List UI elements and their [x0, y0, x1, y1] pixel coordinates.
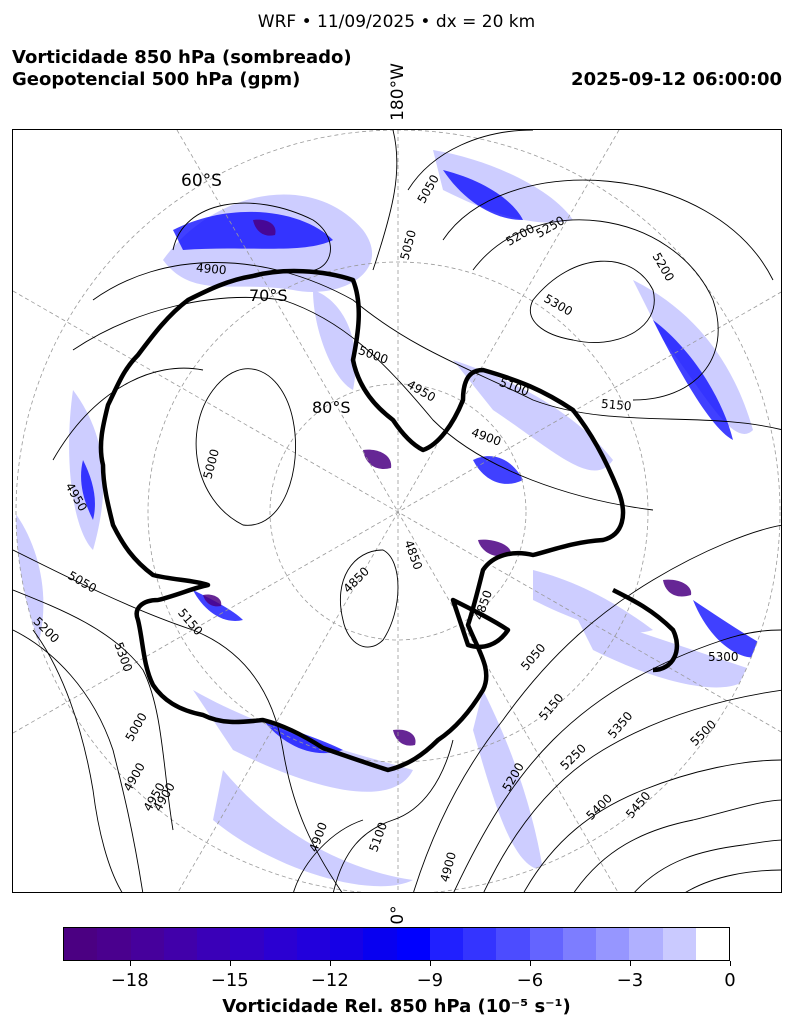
contour-line	[472, 219, 719, 401]
contour-line	[52, 367, 204, 461]
title-vorticity: Vorticidade 850 hPa (sombreado)	[12, 47, 352, 68]
vorticity-shading-extreme	[203, 219, 692, 746]
contour-line	[530, 260, 655, 343]
colorbar-segment	[562, 928, 596, 960]
colorbar-segment	[629, 928, 663, 960]
figure-suptitle: WRF • 11/09/2025 • dx = 20 km	[257, 12, 536, 32]
contour-line	[483, 689, 781, 892]
colorbar-segment	[263, 928, 297, 960]
polar-map	[13, 130, 781, 892]
contour-label: 5300	[708, 650, 739, 664]
colorbar-segment	[596, 928, 630, 960]
contour-line	[13, 629, 144, 892]
latitude-label-80: 80°S	[312, 398, 351, 417]
contour-line	[339, 549, 399, 648]
colorbar-tick	[129, 961, 131, 966]
colorbar-segment	[97, 928, 131, 960]
colorbar-segment	[695, 928, 729, 960]
contour-line	[407, 130, 534, 191]
colorbar-segment	[463, 928, 497, 960]
colorbar-tick	[730, 961, 731, 966]
colorbar-tick-label: −6	[516, 970, 544, 991]
colorbar-tick	[629, 961, 631, 966]
colorbar-tick	[229, 961, 231, 966]
colorbar-segment	[130, 928, 164, 960]
coastline-peninsula	[611, 587, 680, 673]
colorbar-segment	[662, 928, 696, 960]
colorbar-segment	[230, 928, 264, 960]
contour-line	[172, 202, 331, 272]
contour-line	[523, 759, 781, 892]
graticule	[13, 130, 781, 892]
colorbar-segment	[197, 928, 231, 960]
coastline-island	[450, 597, 511, 650]
title-geopotential: Geopotencial 500 hPa (gpm)	[12, 69, 301, 90]
contour-line	[634, 839, 781, 892]
contour-line	[453, 629, 781, 892]
colorbar-segment	[429, 928, 463, 960]
contour-line	[372, 130, 398, 271]
contour-line	[413, 524, 781, 892]
colorbar-tick-label: −12	[310, 970, 349, 991]
colorbar-segment	[330, 928, 364, 960]
latitude-label-60: 60°S	[181, 171, 222, 191]
contour-line	[685, 869, 781, 892]
colorbar-segment	[496, 928, 530, 960]
contour-line	[442, 179, 774, 281]
colorbar-tick-label: −9	[416, 970, 444, 991]
contour-line	[195, 368, 296, 526]
colorbar-tick-label: −18	[110, 970, 149, 991]
colorbar-segment	[64, 928, 98, 960]
contour-label: 5150	[600, 396, 633, 414]
title-left: Vorticidade 850 hPa (sombreado) Geopoten…	[12, 47, 352, 91]
colorbar-segment	[396, 928, 430, 960]
graticule-circle	[15, 130, 781, 892]
colorbar-tick	[329, 961, 331, 966]
contour-line	[92, 262, 781, 431]
colorbar-segment	[363, 928, 397, 960]
contour-line	[573, 799, 781, 892]
map-panel: 60°S 70°S 80°S 5050 5200 5250 5200 5300 5150 5…	[12, 129, 782, 893]
vorticity-shading-weak	[16, 150, 753, 887]
contour-label: 4900	[195, 260, 228, 278]
valid-time: 2025-09-12 06:00:00	[571, 69, 782, 90]
colorbar	[63, 927, 730, 961]
colorbar-tick-label: 0	[724, 970, 736, 991]
graticule-meridian	[177, 130, 620, 892]
colorbar-tick	[429, 961, 431, 966]
coastline-main	[98, 268, 626, 773]
colorbar-tick-label: −3	[616, 970, 644, 991]
colorbar-segment	[296, 928, 330, 960]
contour-line	[13, 549, 343, 892]
contour-line	[72, 297, 654, 511]
contour-line	[32, 629, 123, 892]
contour-line	[13, 589, 174, 831]
contour-line	[293, 819, 364, 892]
colorbar-segment	[163, 928, 197, 960]
colorbar-label: Vorticidade Rel. 850 hPa (10⁻⁵ s⁻¹)	[222, 996, 571, 1017]
antarctica-coastline	[98, 268, 680, 773]
geopotential-contours	[13, 130, 781, 892]
latitude-label-70: 70°S	[249, 286, 288, 305]
contour-line	[333, 739, 454, 892]
longitude-label-top: 180°W	[388, 63, 408, 121]
colorbar-segment	[529, 928, 563, 960]
colorbar-tick	[529, 961, 531, 966]
colorbar-tick-label: −15	[210, 970, 249, 991]
